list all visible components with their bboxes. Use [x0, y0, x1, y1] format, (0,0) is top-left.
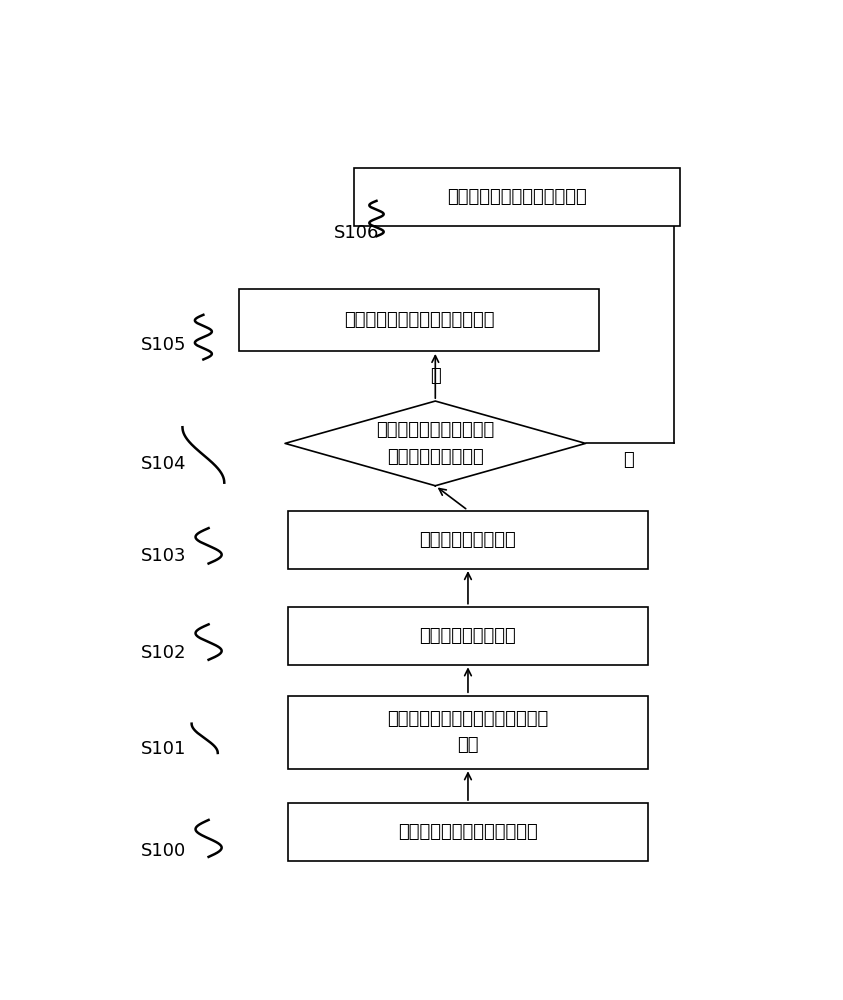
Text: S101: S101 [142, 740, 186, 758]
Bar [239, 289, 599, 351]
Polygon shape [285, 401, 586, 486]
Bar [288, 607, 647, 665]
Text: 计算个体用电特征值: 计算个体用电特征值 [420, 531, 517, 549]
Text: S105: S105 [142, 336, 187, 354]
Bar [288, 803, 647, 861]
Text: 是: 是 [430, 367, 441, 385]
Text: S103: S103 [142, 547, 187, 565]
Text: 对比个体用电特征值是否
大于标准用电特征值: 对比个体用电特征值是否 大于标准用电特征值 [376, 421, 495, 466]
Text: S104: S104 [142, 455, 187, 473]
Text: S100: S100 [142, 842, 186, 860]
Text: 否: 否 [623, 451, 633, 469]
Text: 汇总、整理用电信息，生成用电数
据集: 汇总、整理用电信息，生成用电数 据集 [387, 710, 549, 754]
Text: 判定指定用户存在异常用电行为: 判定指定用户存在异常用电行为 [344, 311, 494, 329]
Text: 采集智能电表记录的用户信息: 采集智能电表记录的用户信息 [398, 823, 538, 841]
Bar [354, 168, 680, 226]
Text: 计算标准用电特征值: 计算标准用电特征值 [420, 627, 517, 645]
Text: 判定指定用户无异常用电行为: 判定指定用户无异常用电行为 [447, 188, 587, 206]
Bar [288, 696, 647, 769]
Text: S102: S102 [142, 644, 187, 662]
Text: S106: S106 [334, 224, 379, 242]
Bar [288, 511, 647, 569]
